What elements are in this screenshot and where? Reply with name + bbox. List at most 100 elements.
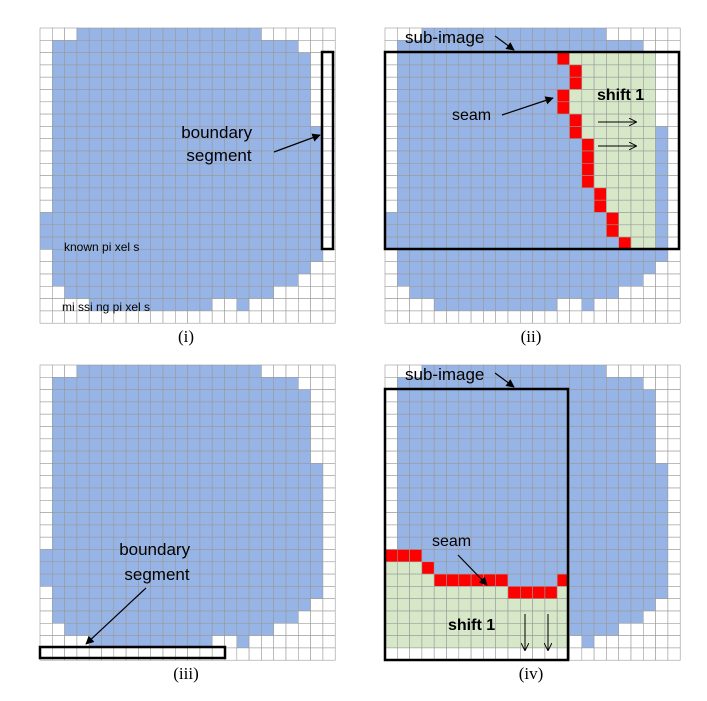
- known-pixel: [211, 549, 225, 563]
- known-pixel: [88, 401, 102, 415]
- known-pixel: [261, 438, 274, 452]
- known-pixel: [175, 499, 188, 513]
- known-pixel: [175, 426, 188, 440]
- known-pixel: [88, 52, 102, 66]
- seam-pixel: [581, 150, 595, 164]
- shifted-pixel: [421, 586, 435, 600]
- known-pixel: [618, 610, 632, 624]
- known-pixel: [199, 224, 213, 238]
- missing-pixel: [261, 364, 274, 378]
- missing-pixel: [667, 561, 681, 575]
- known-pixel: [138, 126, 151, 140]
- known-pixel: [544, 52, 558, 66]
- known-pixel: [187, 175, 201, 189]
- known-pixel: [544, 426, 558, 440]
- known-pixel: [630, 450, 644, 464]
- known-pixel: [162, 236, 176, 250]
- known-pixel: [421, 187, 435, 201]
- missing-pixel: [322, 376, 336, 390]
- known-pixel: [125, 622, 139, 636]
- known-pixel: [261, 273, 274, 287]
- known-pixel: [51, 499, 65, 513]
- known-pixel: [273, 64, 287, 78]
- known-pixel: [495, 499, 509, 513]
- missing-pixel: [236, 647, 250, 661]
- known-pixel: [162, 586, 176, 600]
- known-pixel: [409, 126, 423, 140]
- missing-pixel: [667, 401, 681, 415]
- known-pixel: [76, 101, 90, 115]
- known-pixel: [88, 76, 102, 90]
- known-pixel: [606, 413, 620, 427]
- missing-pixel: [606, 647, 620, 661]
- known-pixel: [433, 475, 447, 489]
- known-pixel: [285, 236, 299, 250]
- known-pixel: [125, 413, 139, 427]
- known-pixel: [544, 389, 558, 403]
- known-pixel: [224, 610, 238, 624]
- known-pixel: [433, 236, 447, 250]
- known-pixel: [113, 163, 127, 176]
- known-pixel: [113, 475, 127, 489]
- known-pixel: [125, 426, 139, 440]
- sub-image-label-iv: sub-image: [405, 365, 484, 384]
- known-pixel: [446, 487, 460, 501]
- known-pixel: [76, 438, 90, 452]
- known-pixel: [297, 76, 311, 90]
- known-pixel: [569, 401, 583, 415]
- known-pixel: [248, 64, 262, 78]
- known-pixel: [544, 261, 558, 275]
- known-pixel: [101, 536, 115, 550]
- missing-pixel: [667, 389, 681, 403]
- missing-pixel: [248, 310, 262, 324]
- shifted-pixel: [642, 150, 656, 164]
- known-pixel: [150, 438, 164, 452]
- known-pixel: [483, 163, 496, 176]
- known-pixel: [248, 475, 262, 489]
- shifted-pixel: [593, 113, 607, 127]
- known-pixel: [125, 438, 139, 452]
- known-pixel: [458, 175, 472, 189]
- known-pixel: [581, 27, 595, 41]
- known-pixel: [618, 475, 632, 489]
- known-pixel: [211, 610, 225, 624]
- known-pixel: [224, 549, 238, 563]
- known-pixel: [593, 376, 607, 390]
- known-pixel: [581, 512, 595, 526]
- missing-pixel: [310, 376, 324, 390]
- known-pixel: [421, 401, 435, 415]
- missing-pixel: [642, 285, 656, 299]
- known-pixel: [261, 463, 274, 476]
- known-pixel: [162, 413, 176, 427]
- known-pixel: [519, 426, 533, 440]
- shifted-pixel: [519, 622, 533, 636]
- missing-pixel: [297, 310, 311, 324]
- missing-pixel: [273, 310, 287, 324]
- shifted-pixel: [519, 598, 533, 612]
- known-pixel: [285, 150, 299, 164]
- known-pixel: [150, 364, 164, 378]
- known-pixel: [470, 199, 484, 213]
- known-pixel: [433, 89, 447, 103]
- known-pixel: [64, 113, 78, 127]
- known-pixel: [113, 64, 127, 78]
- known-pixel: [64, 101, 78, 115]
- known-pixel: [101, 610, 115, 624]
- missing-pixel: [384, 76, 398, 90]
- shifted-pixel: [630, 126, 644, 140]
- known-pixel: [569, 463, 583, 476]
- known-pixel: [310, 524, 324, 538]
- known-pixel: [224, 285, 238, 299]
- known-pixel: [630, 512, 644, 526]
- known-pixel: [273, 126, 287, 140]
- shifted-pixel: [630, 138, 644, 152]
- missing-pixel: [285, 27, 299, 41]
- known-pixel: [507, 138, 521, 152]
- shifted-pixel: [519, 610, 533, 624]
- known-pixel: [113, 187, 127, 201]
- known-pixel: [285, 89, 299, 103]
- known-pixel: [556, 199, 570, 213]
- known-pixel: [593, 285, 607, 299]
- shifted-pixel: [409, 635, 423, 649]
- known-pixel: [248, 39, 262, 53]
